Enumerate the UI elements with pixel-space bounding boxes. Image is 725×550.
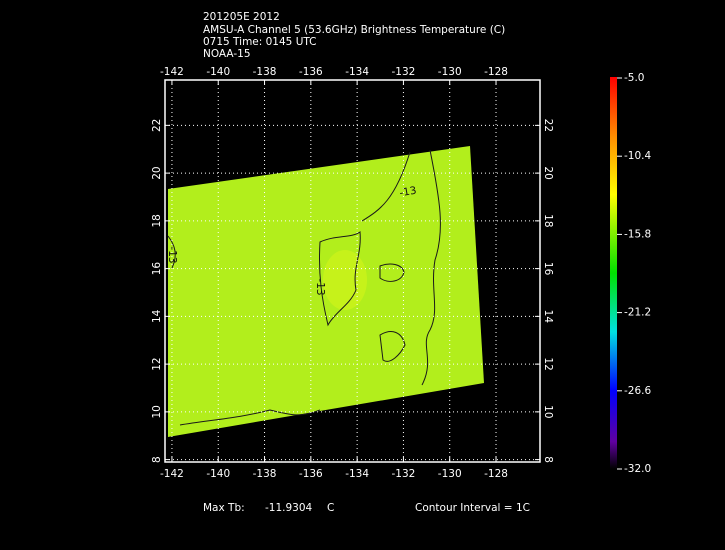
lon-label: -136 [299, 468, 323, 480]
lon-label: -142 [160, 66, 184, 78]
lon-label: -134 [345, 66, 369, 78]
warm-spot [323, 250, 367, 310]
lon-label: -132 [392, 66, 416, 78]
lat-label: 20 [151, 166, 163, 179]
lat-label: 10 [542, 405, 554, 418]
max-unit: C [327, 502, 334, 514]
lat-label: 16 [542, 262, 554, 276]
header-line: AMSU-A Channel 5 (53.6GHz) Brightness Te… [203, 24, 505, 36]
lon-label: -130 [438, 468, 462, 480]
header-line: 0715 Time: 0145 UTC [203, 36, 317, 48]
contour-label: -13 [399, 185, 418, 200]
contour-line [318, 231, 361, 327]
colorbar-label: -32.0 [624, 463, 651, 475]
lon-label: -128 [484, 468, 508, 480]
colorbar-label: -26.6 [624, 385, 651, 397]
map-frame [164, 79, 541, 463]
max-label: Max Tb: [203, 502, 245, 514]
header-line: NOAA-15 [203, 48, 251, 60]
contour-line [379, 263, 405, 282]
lat-label: 14 [151, 309, 163, 323]
contour-interval: Contour Interval = 1C [415, 502, 530, 514]
max-value: -11.9304 [265, 502, 313, 514]
lat-label: 22 [542, 119, 554, 132]
lon-label: -134 [345, 468, 369, 480]
lon-label: -136 [299, 66, 323, 78]
contour-line [361, 149, 441, 386]
contour-label: -13 [166, 246, 178, 263]
lat-label: 8 [151, 456, 163, 463]
contour-label: -13 [314, 278, 326, 295]
header-line: 201205E 2012 [203, 11, 280, 23]
lat-label: 10 [151, 405, 163, 418]
frame: -142-142-140-140-138-138-136-136-134-134… [151, 66, 554, 480]
colorbar [610, 77, 617, 469]
lat-label: 18 [542, 214, 554, 227]
contour-line [379, 331, 406, 362]
lat-label: 20 [542, 166, 554, 179]
contours [167, 149, 441, 426]
lat-label: 8 [542, 456, 554, 463]
lat-label: 22 [151, 119, 163, 132]
lat-label: 12 [151, 357, 163, 370]
colorbar-label: -21.2 [624, 307, 651, 319]
colorbar-label: -10.4 [624, 150, 651, 162]
lon-label: -130 [438, 66, 462, 78]
lon-label: -140 [206, 468, 230, 480]
lon-label: -142 [160, 468, 184, 480]
lat-label: 14 [542, 310, 554, 324]
lon-label: -132 [392, 468, 416, 480]
colorbar-label: -15.8 [624, 228, 651, 240]
header: 201205E 2012 AMSU-A Channel 5 (53.6GHz) … [203, 11, 505, 60]
lon-label: -138 [253, 66, 277, 78]
contour-line [179, 409, 321, 426]
footer: Max Tb: -11.9304 C Contour Interval = 1C [203, 502, 530, 514]
lat-label: 12 [542, 357, 554, 370]
lon-label: -140 [206, 66, 230, 78]
lat-label: 16 [151, 262, 163, 276]
contour-line [167, 235, 176, 269]
lat-label: 18 [151, 214, 163, 227]
lon-label: -128 [484, 66, 508, 78]
colorbar-label: -5.0 [624, 72, 645, 84]
lon-label: -138 [253, 468, 277, 480]
